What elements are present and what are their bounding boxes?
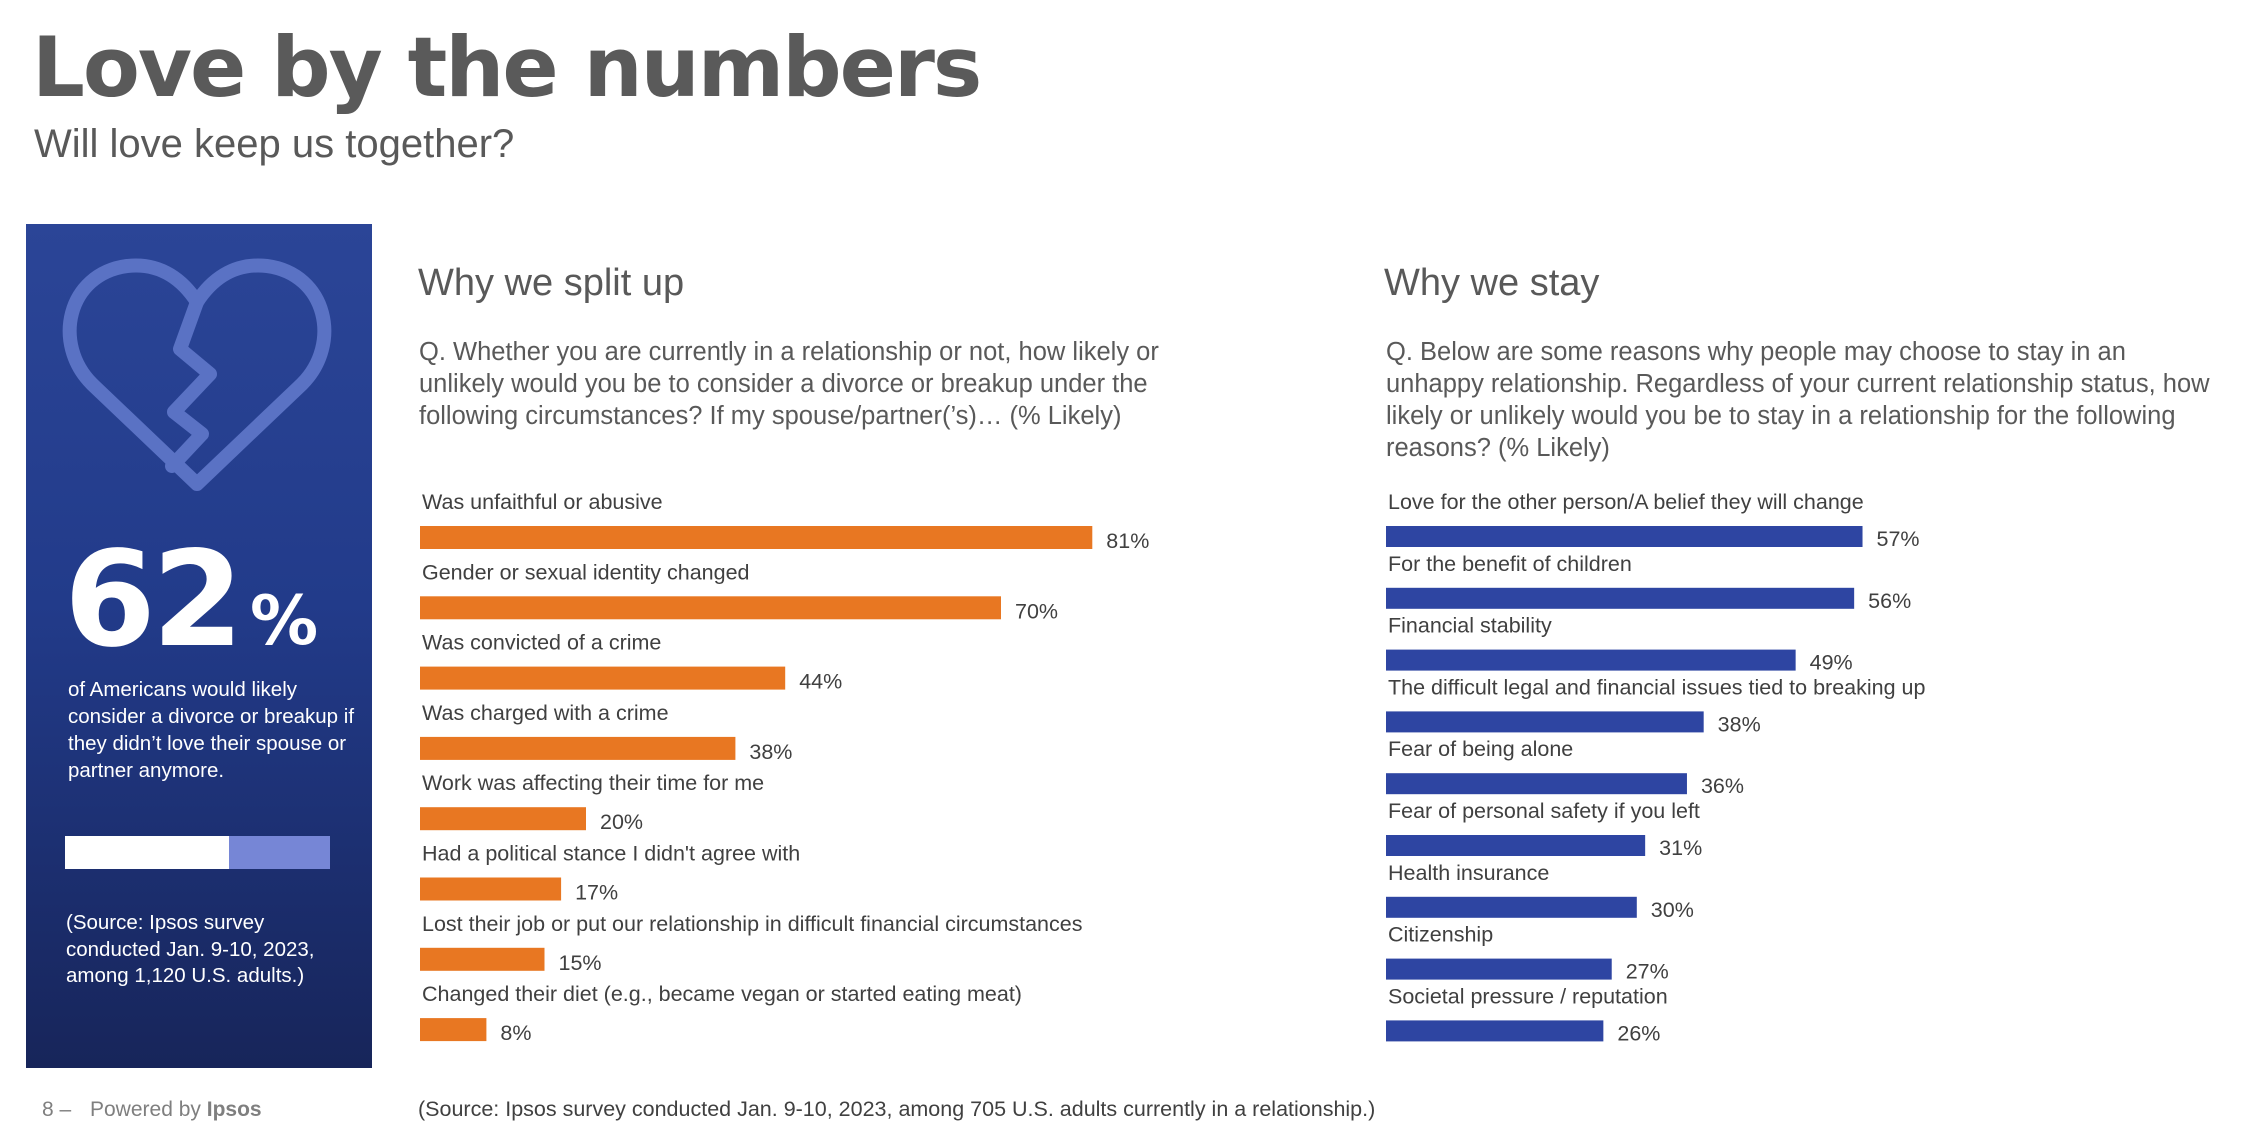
stat-percent-sign: % — [250, 582, 319, 661]
stay-question: Q. Below are some reasons why people may… — [1386, 338, 2210, 462]
stay-bar — [1386, 587, 1855, 609]
stay-bar — [1386, 773, 1687, 795]
stay-category-label: Health insurance — [1388, 861, 1549, 885]
split-section-title: Why we split up — [418, 262, 685, 304]
stay-value-label: 31% — [1659, 836, 1702, 860]
split-bar — [420, 877, 562, 901]
split-bar — [420, 526, 1093, 549]
stay-category-label: Fear of personal safety if you left — [1388, 799, 1700, 823]
panel-source-note: (Source: Ipsos survey conducted Jan. 9-1… — [66, 911, 315, 987]
stay-category-label: For the benefit of children — [1388, 552, 1632, 576]
powered-by: Powered by Ipsos — [90, 1098, 262, 1122]
split-question: Q. Whether you are currently in a relati… — [419, 338, 1159, 430]
stay-category-label: Financial stability — [1388, 614, 1552, 638]
split-category-label: Work was affecting their time for me — [422, 771, 764, 795]
split-bar — [420, 947, 545, 971]
stay-value-label: 26% — [1617, 1021, 1660, 1045]
stay-bar — [1386, 896, 1637, 918]
broken-heart-icon — [62, 258, 332, 491]
stay-value-label: 56% — [1868, 589, 1911, 613]
split-category-label: Lost their job or put our relationship i… — [422, 912, 1082, 936]
stay-category-label: The difficult legal and financial issues… — [1388, 675, 1925, 699]
split-bar — [420, 1018, 487, 1042]
stat-description: of Americans would likely consider a div… — [68, 678, 355, 782]
stat-progress-fill — [65, 836, 230, 869]
split-category-label: Was charged with a crime — [422, 701, 669, 725]
split-value-label: 17% — [575, 881, 618, 905]
stay-bar — [1386, 649, 1796, 671]
split-value-label: 20% — [600, 810, 643, 834]
split-bar-chart: Was unfaithful or abusive 81% Gender or se… — [420, 490, 1149, 1045]
stat-number: 62 — [64, 523, 244, 677]
split-category-label: Was unfaithful or abusive — [422, 490, 663, 514]
stay-value-label: 57% — [1877, 527, 1920, 551]
split-value-label: 15% — [559, 951, 602, 975]
split-value-label: 70% — [1015, 599, 1058, 623]
split-value-label: 44% — [799, 670, 842, 694]
footer-source-note: (Source: Ipsos survey conducted Jan. 9-1… — [418, 1097, 1376, 1121]
split-bar — [420, 666, 786, 690]
split-category-label: Gender or sexual identity changed — [422, 560, 750, 584]
stay-category-label: Societal pressure / reputation — [1388, 984, 1668, 1008]
stay-value-label: 30% — [1651, 898, 1694, 922]
stay-section-title: Why we stay — [1384, 262, 1600, 304]
stay-value-label: 27% — [1626, 960, 1669, 984]
split-category-label: Was convicted of a crime — [422, 631, 661, 655]
split-bar — [420, 736, 736, 760]
split-category-label: Had a political stance I didn't agree wi… — [422, 842, 800, 866]
stat-panel: 62 % of Americans would likely consider … — [26, 224, 372, 1068]
page-number: 8 – — [42, 1098, 72, 1121]
powered-by-text: Powered by — [90, 1098, 201, 1121]
stay-bar — [1386, 835, 1646, 856]
split-value-label: 81% — [1106, 529, 1149, 553]
page-subtitle: Will love keep us together? — [34, 122, 515, 166]
stay-bar-chart: Love for the other person/A belief they … — [1386, 490, 1925, 1045]
stay-category-label: Love for the other person/A belief they … — [1388, 490, 1864, 514]
split-value-label: 38% — [749, 740, 792, 764]
stay-bar — [1386, 711, 1704, 733]
split-bar — [420, 596, 1001, 620]
stay-category-label: Citizenship — [1388, 923, 1493, 947]
stat-progress-bar — [65, 836, 330, 869]
stay-bar — [1386, 958, 1612, 980]
stay-category-label: Fear of being alone — [1388, 737, 1573, 761]
split-category-label: Changed their diet (e.g., became vegan o… — [422, 982, 1022, 1006]
stay-bar — [1386, 1020, 1604, 1042]
brand-name: Ipsos — [206, 1098, 262, 1121]
page-title: Love by the numbers — [32, 19, 982, 116]
stay-value-label: 49% — [1810, 651, 1853, 675]
split-value-label: 8% — [500, 1021, 531, 1045]
stay-bar — [1386, 526, 1863, 547]
split-bar — [420, 807, 586, 831]
stay-value-label: 36% — [1701, 774, 1744, 798]
stay-value-label: 38% — [1718, 712, 1761, 736]
